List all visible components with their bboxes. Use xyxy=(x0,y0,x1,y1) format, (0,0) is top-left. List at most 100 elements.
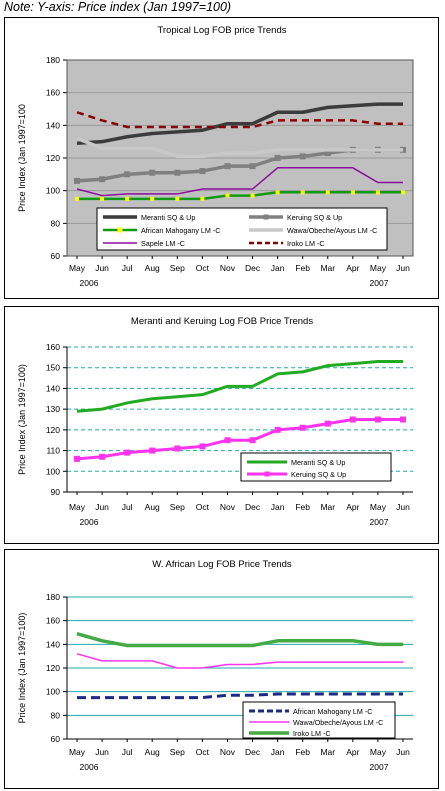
series-line-sapele-lm-c xyxy=(76,167,403,197)
tropical-log-chart-panel: Tropical Log FOB price Trends 60 80 100 120 1… xyxy=(4,17,439,299)
x-tick-label-feb: Feb xyxy=(295,502,310,512)
legend-label-sapele-lm-c: Sapele LM -C xyxy=(141,239,185,248)
data-point-african-mahogany-lm-c xyxy=(150,196,155,201)
y-tick-label: 140 xyxy=(46,639,60,649)
x-tick-label-jun: Jun xyxy=(95,502,109,512)
x-tick-label-jan: Jan xyxy=(271,263,285,273)
x-tick-label-oct: Oct xyxy=(196,263,210,273)
x-tick-label-apr: Apr xyxy=(346,263,359,273)
year-label-2006: 2006 xyxy=(80,278,99,288)
data-point-keruing-sq-up xyxy=(299,153,306,160)
meranti-keruing-chart-panel: Meranti and Keruing Log FOB Price Trends… xyxy=(4,306,439,544)
y-tick-label: 100 xyxy=(46,186,60,196)
y-tick-label: 160 xyxy=(46,342,60,352)
x-tick-label-jun: Jun xyxy=(95,263,109,273)
data-point-keruing-sq-up xyxy=(400,416,406,423)
legend-label-keruing-sq-up: Keruing SQ & Up xyxy=(291,470,346,479)
series-line-wawa-obeche-ayous-lm-c xyxy=(76,653,403,669)
data-point-african-mahogany-lm-c xyxy=(250,193,255,198)
y-tick-label: 100 xyxy=(46,466,60,476)
series-line-iroko-lm-c xyxy=(76,631,403,648)
data-point-african-mahogany-lm-c xyxy=(175,196,180,201)
y-axis-label: Price Index (Jan 1997=100 xyxy=(17,104,27,212)
y-tick-label: 150 xyxy=(46,363,60,373)
x-tick-label-jan: Jan xyxy=(271,502,285,512)
legend-label-keruing-sq-up: Keruing SQ & Up xyxy=(287,213,342,222)
x-tick-label-apr: Apr xyxy=(346,502,359,512)
y-tick-label: 120 xyxy=(46,663,60,673)
data-point-african-mahogany-lm-c xyxy=(200,196,205,201)
data-point-african-mahogany-lm-c xyxy=(350,190,355,195)
data-point-keruing-sq-up xyxy=(199,443,206,450)
x-tick-label-sep: Sep xyxy=(170,747,185,757)
x-tick-label-may: May xyxy=(370,747,387,757)
y-tick-label: 110 xyxy=(46,446,60,456)
x-tick-label-jun: Jun xyxy=(95,747,109,757)
x-tick-label-jun: Jun xyxy=(396,502,410,512)
x-tick-label-jul: Jul xyxy=(122,263,133,273)
data-point-african-mahogany-lm-c xyxy=(300,190,305,195)
legend-marker-keruing-sq-up xyxy=(264,471,270,477)
data-point-keruing-sq-up xyxy=(324,150,331,157)
y-axis-label: Price Index (Jan 1997=100) xyxy=(17,613,27,724)
y-axis-label: Price Index (Jan 1997=100) xyxy=(17,364,27,475)
x-tick-label-sep: Sep xyxy=(170,502,185,512)
legend-label-african-mahogany-lm-c: African Mahogany LM -C xyxy=(293,707,373,716)
legend-label-meranti-sq-up: Meranti SQ & Up xyxy=(291,458,345,467)
x-tick-label-may: May xyxy=(370,263,387,273)
x-tick-label-may: May xyxy=(69,747,86,757)
x-tick-label-jul: Jul xyxy=(122,502,133,512)
series-line-african-mahogany-lm-c xyxy=(77,191,403,201)
y-tick-label: 180 xyxy=(46,592,60,602)
year-label-2007: 2007 xyxy=(370,517,389,527)
data-point-african-mahogany-lm-c xyxy=(75,196,79,201)
x-tick-label-jun: Jun xyxy=(396,747,410,757)
y-tick-label: 140 xyxy=(46,383,60,393)
y-tick-label: 140 xyxy=(46,120,60,130)
data-point-keruing-sq-up xyxy=(299,424,306,431)
y-tick-label: 100 xyxy=(46,687,60,697)
x-tick-label-may: May xyxy=(370,502,387,512)
legend-label-meranti-sq-up: Meranti SQ & Up xyxy=(141,213,195,222)
x-tick-label-dec: Dec xyxy=(245,502,261,512)
y-tick-label: 180 xyxy=(46,55,60,65)
legend-label-wawa-obeche-ayous-lm-c: Wawa/Obeche/Ayous LM -C xyxy=(293,718,383,727)
chart-title: Tropical Log FOB price Trends xyxy=(157,25,286,36)
meranti-keruing-chart: Meranti and Keruing Log FOB Price Trends… xyxy=(17,316,413,527)
x-tick-label-oct: Oct xyxy=(196,502,210,512)
x-tick-label-feb: Feb xyxy=(295,263,310,273)
data-point-keruing-sq-up xyxy=(199,168,206,175)
data-point-keruing-sq-up xyxy=(149,169,156,176)
data-point-keruing-sq-up xyxy=(274,155,281,161)
data-point-keruing-sq-up xyxy=(324,420,331,427)
data-point-keruing-sq-up xyxy=(99,453,106,460)
x-tick-label-sep: Sep xyxy=(170,263,185,273)
legend-label-african-mahogany-lm-c: African Mahogany LM -C xyxy=(141,226,221,235)
y-tick-label: 160 xyxy=(46,88,60,98)
data-point-african-mahogany-lm-c xyxy=(325,190,330,195)
year-label-2006: 2006 xyxy=(80,762,99,772)
data-point-keruing-sq-up xyxy=(124,449,131,456)
data-point-keruing-sq-up xyxy=(249,437,256,444)
year-label-2007: 2007 xyxy=(370,278,389,288)
y-tick-label: 120 xyxy=(46,153,60,163)
x-tick-label-may: May xyxy=(69,502,86,512)
west-african-chart-panel: W. African Log FOB Price Trends 60 80 100 12… xyxy=(4,549,439,789)
year-label-2006: 2006 xyxy=(80,517,99,527)
x-tick-label-oct: Oct xyxy=(196,747,210,757)
data-point-african-mahogany-lm-c xyxy=(100,196,105,201)
data-point-keruing-sq-up xyxy=(124,171,131,178)
legend-label-iroko-lm-c: Iroko LM -C xyxy=(287,239,325,248)
data-point-african-mahogany-lm-c xyxy=(125,196,130,201)
y-tick-label: 80 xyxy=(51,218,61,228)
tropical-log-chart: Tropical Log FOB price Trends 60 80 100 120 1… xyxy=(17,25,414,288)
year-label-2007: 2007 xyxy=(370,762,389,772)
west-african-chart: W. African Log FOB Price Trends 60 80 100 12… xyxy=(17,559,413,772)
data-point-keruing-sq-up xyxy=(349,416,356,423)
legend-box xyxy=(96,207,388,251)
y-tick-label: 90 xyxy=(51,487,61,497)
x-tick-label-nov: Nov xyxy=(220,502,236,512)
data-point-keruing-sq-up xyxy=(374,416,381,423)
data-point-african-mahogany-lm-c xyxy=(401,190,405,195)
series-line-keruing-sq-up xyxy=(76,418,403,461)
